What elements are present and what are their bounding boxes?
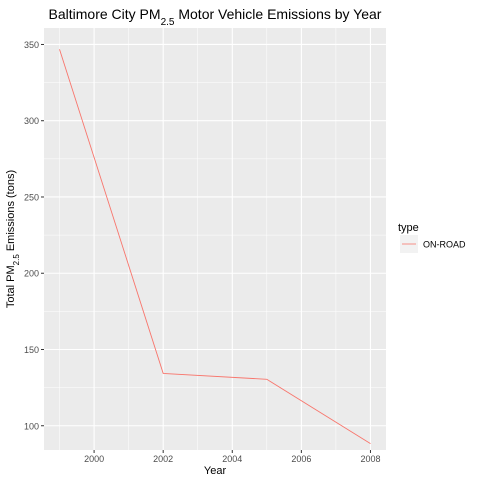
x-tick-label: 2008 (360, 454, 380, 464)
y-tick-label: 350 (24, 40, 39, 50)
y-tick-label: 250 (24, 192, 39, 202)
y-axis: 100 150 200 250 300 350 (24, 40, 44, 431)
y-tick-label: 150 (24, 345, 39, 355)
y-axis-title: Total PM2.5 Emissions (tons) (5, 170, 21, 308)
chart-title: Baltimore City PM2.5 Motor Vehicle Emiss… (49, 6, 382, 28)
x-axis: 2000 2002 2004 2006 2008 (84, 450, 380, 464)
series-line-on-road (59, 49, 371, 444)
x-tick-label: 2002 (153, 454, 173, 464)
legend-title: type (398, 222, 419, 234)
x-tick-label: 2000 (84, 454, 104, 464)
x-tick-label: 2004 (222, 454, 242, 464)
y-tick-label: 100 (24, 421, 39, 431)
legend-label-on-road: ON-ROAD (423, 240, 466, 250)
x-tick-label: 2006 (291, 454, 311, 464)
y-tick-label: 300 (24, 116, 39, 126)
series-layer (59, 49, 371, 444)
plot-panel (44, 28, 386, 450)
x-axis-title: Year (204, 465, 227, 477)
y-tick-label: 200 (24, 269, 39, 279)
legend: type ON-ROAD (398, 222, 466, 253)
grid-lines (44, 28, 386, 450)
